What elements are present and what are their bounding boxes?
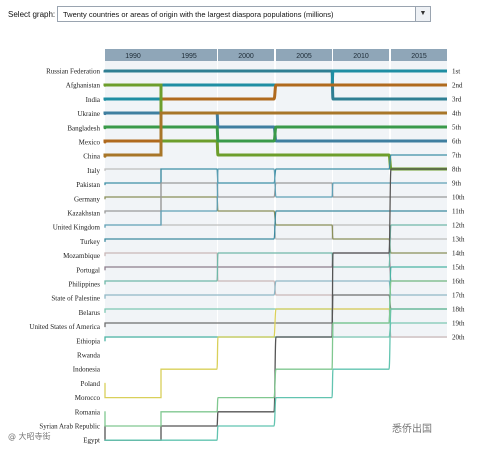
country-label: Poland: [81, 380, 101, 388]
country-label: Italy: [87, 167, 100, 175]
year-header-bg-1990: [105, 49, 161, 61]
country-label: Russian Federation: [46, 68, 100, 76]
year-column-2005: [276, 49, 332, 338]
rank-label: 2nd: [452, 82, 463, 90]
country-label: Mexico: [79, 139, 101, 147]
rank-label: 15th: [452, 264, 465, 272]
country-label: Egypt: [83, 437, 100, 445]
rank-label: 16th: [452, 278, 465, 286]
rank-label: 8th: [452, 166, 461, 174]
series-line: [104, 280, 447, 427]
series-line: [104, 280, 447, 299]
rank-label: 9th: [452, 180, 461, 188]
rank-label: 18th: [452, 306, 465, 314]
series-lines: [103, 69, 448, 441]
year-header-bg-2010: [333, 49, 389, 61]
rank-label: 17th: [452, 292, 465, 300]
rank-label: 3rd: [452, 96, 462, 104]
series-line: [104, 308, 447, 399]
rank-label: 19th: [452, 320, 465, 328]
country-label: Belarus: [79, 309, 101, 317]
country-label: Mozambique: [63, 252, 100, 260]
country-label: Indonesia: [73, 366, 101, 374]
rank-label: 6th: [452, 138, 461, 146]
country-label: Ethiopia: [76, 337, 101, 345]
series-line: [104, 308, 447, 441]
rank-label: 10th: [452, 194, 465, 202]
series-line: [103, 111, 448, 158]
country-label: Pakistan: [76, 181, 100, 189]
rank-label: 20th: [452, 334, 465, 342]
rank-label: 11th: [452, 208, 465, 216]
country-label: Rwanda: [77, 352, 101, 360]
year-header-bg-2000: [218, 49, 274, 61]
country-labels: Russian Federation Afghanistan India Ukrain…: [29, 68, 100, 445]
series-line: [103, 83, 448, 171]
country-label: Ukraine: [77, 110, 100, 118]
year-header-2010: 2010: [353, 53, 369, 60]
year-column-2010: [333, 49, 389, 338]
year-header-bg-2005: [276, 49, 332, 61]
rank-label: 1st: [452, 68, 460, 76]
year-column-1995: [161, 49, 217, 338]
select-graph-label: Select graph:: [8, 10, 56, 19]
country-label: Morocco: [75, 394, 101, 402]
country-label: State of Palestine: [51, 295, 100, 303]
year-headers: 1990 1995 2000 2005 2010 2015: [105, 49, 447, 61]
country-label: Romania: [75, 408, 101, 416]
year-header-bg-1995: [161, 49, 217, 61]
country-label: Syrian Arab Republic: [39, 423, 100, 431]
country-label: Afghanistan: [66, 82, 101, 90]
year-column-bands: [105, 49, 447, 338]
graph-selector-bar: Select graph: Twenty countries or areas …: [0, 0, 493, 32]
year-column-1990: [105, 49, 161, 338]
country-label: Bangladesh: [67, 124, 100, 132]
rank-label: 7th: [452, 152, 461, 160]
series-line: [103, 125, 448, 143]
series-line: [103, 69, 448, 101]
rank-label: 12th: [452, 222, 465, 230]
year-column-2000: [218, 49, 274, 338]
rank-label: 13th: [452, 236, 465, 244]
year-header-2015: 2015: [411, 53, 427, 60]
year-header-2000: 2000: [238, 53, 254, 60]
rank-labels: 1st 2nd 3rd 4th 5th 6th 7th 8th 9th 10th 11th 12th 1…: [452, 68, 465, 342]
series-line: [104, 168, 447, 228]
graph-select-value: Twenty countries or areas of origin with…: [63, 10, 334, 19]
graph-select-dropdown[interactable]: Twenty countries or areas of origin with…: [57, 6, 431, 22]
country-label: China: [83, 153, 101, 161]
country-label: Philippines: [68, 281, 100, 289]
year-header-2005: 2005: [296, 53, 312, 60]
country-label: Portugal: [76, 266, 100, 274]
triangle-down-icon[interactable]: ▼: [415, 7, 430, 21]
watermark-right: 悉侨出国: [392, 424, 432, 435]
country-label: United Kingdom: [53, 224, 101, 232]
country-label: Turkey: [80, 238, 100, 246]
rank-label: 5th: [452, 124, 461, 132]
country-label: Germany: [74, 195, 101, 203]
year-column-2015: [391, 49, 447, 338]
country-label: Kazakhstan: [67, 210, 100, 218]
rank-label: 14th: [452, 250, 465, 258]
year-header-bg-2015: [391, 49, 447, 61]
rank-label: 4th: [452, 110, 461, 118]
country-label: India: [86, 96, 101, 104]
year-header-1995: 1995: [181, 53, 197, 60]
year-header-1990: 1990: [125, 53, 141, 60]
watermark-left: @ 大昭寺街: [8, 432, 51, 441]
country-label: United States of America: [29, 323, 100, 331]
series-line: [104, 224, 447, 285]
